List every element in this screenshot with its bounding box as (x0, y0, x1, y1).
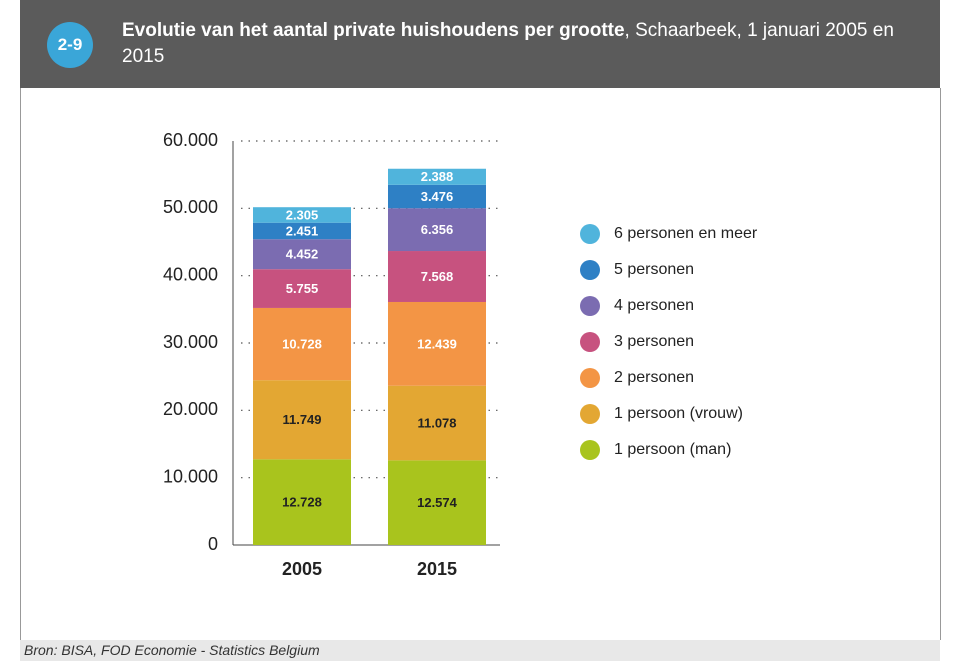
bar-segment (253, 207, 351, 223)
legend-swatch (580, 404, 600, 424)
legend-swatch (580, 296, 600, 316)
bar-segment (388, 301, 486, 386)
bar-segment (388, 184, 486, 209)
y-tick-label: 50.000 (163, 197, 218, 217)
legend-label: 3 personen (614, 333, 694, 350)
value-label: 2.388 (421, 169, 454, 184)
legend-label: 1 persoon (vrouw) (614, 405, 743, 422)
bar-segment (388, 460, 486, 545)
bar-segment (253, 380, 351, 460)
legend-swatch (580, 332, 600, 352)
value-label: 10.728 (282, 337, 322, 352)
source: Bron: BISA, FOD Economie - Statistics Be… (20, 640, 940, 661)
value-label: 5.755 (286, 281, 319, 296)
legend-label: 6 personen en meer (614, 225, 758, 242)
value-label: 2.451 (286, 223, 319, 238)
bar-segment (388, 208, 486, 252)
value-label: 12.728 (282, 495, 322, 510)
value-label: 6.356 (421, 222, 454, 237)
y-tick-label: 10.000 (163, 466, 218, 486)
chart-subtitle: , Schaarbeek, 1 januari 2005 en 2015 (122, 20, 894, 67)
legend-label: 5 personen (614, 261, 694, 278)
value-label: 12.574 (417, 495, 458, 510)
x-tick-label: 2005 (282, 559, 322, 579)
value-label: 11.078 (417, 415, 456, 430)
bar-segment (253, 307, 351, 381)
value-label: 7.568 (421, 269, 454, 284)
value-label: 4.452 (286, 247, 319, 262)
y-tick-label: 60.000 (163, 130, 218, 150)
bar-segment (388, 168, 486, 185)
bar-segment (253, 239, 351, 270)
value-label: 11.749 (282, 412, 321, 427)
legend-label: 4 personen (614, 297, 694, 314)
legend-swatch (580, 440, 600, 460)
y-tick-label: 30.000 (163, 332, 218, 352)
chart-title: Evolutie van het aantal private huishoud… (122, 20, 625, 41)
bar-segment (388, 385, 486, 461)
legend-swatch (580, 260, 600, 280)
bar-segment (253, 222, 351, 240)
bar-segment (253, 269, 351, 308)
legend-swatch (580, 224, 600, 244)
y-tick-label: 20.000 (163, 399, 218, 419)
badge: 2-9 (47, 22, 93, 68)
x-tick-label: 2015 (417, 559, 457, 579)
value-label: 3.476 (421, 189, 454, 204)
title-block: Evolutie van het aantal private huishoud… (122, 18, 902, 70)
value-label: 12.439 (417, 336, 457, 351)
legend-label: 1 persoon (man) (614, 441, 731, 458)
y-tick-label: 0 (208, 534, 218, 554)
bar-segment (388, 251, 486, 302)
header: 2-9 Evolutie van het aantal private huis… (20, 0, 940, 88)
frame (20, 88, 941, 640)
legend-swatch (580, 368, 600, 388)
value-label: 2.305 (286, 207, 319, 222)
legend-label: 2 personen (614, 369, 694, 386)
chart: 0 10.000 20.000 30.000 40.000 50.000 60.000 12.… (163, 130, 758, 579)
bar-segment (253, 459, 351, 545)
y-tick-label: 40.000 (163, 264, 218, 284)
